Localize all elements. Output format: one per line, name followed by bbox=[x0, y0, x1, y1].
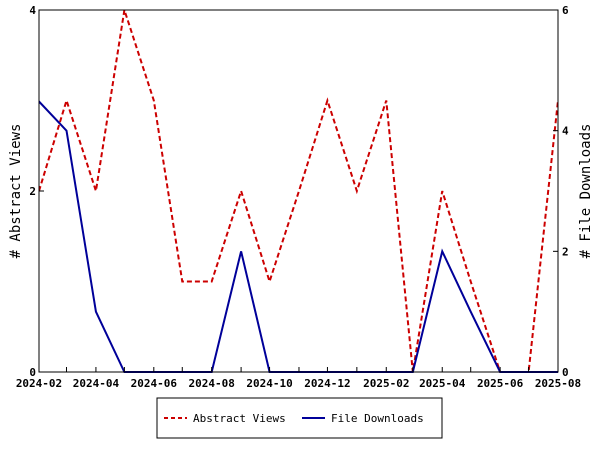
axes: 2024-02 2024-04 2024-06 2024-08 2024-10 2024-… bbox=[16, 4, 581, 390]
y-right-tick-label: 2 bbox=[562, 245, 569, 258]
legend-box bbox=[156, 397, 443, 439]
x-tick-label: 2024-10 bbox=[246, 377, 292, 390]
x-tick-label: 2025-06 bbox=[477, 377, 524, 390]
legend-label-abstract-views: Abstract Views bbox=[193, 412, 286, 425]
y-left-tick-label: 0 bbox=[29, 366, 36, 379]
y-right-tick-label: 6 bbox=[562, 4, 569, 17]
x-tick-label: 2024-12 bbox=[304, 377, 350, 390]
x-tick-label: 2024-06 bbox=[131, 377, 178, 390]
legend: Abstract Views File Downloads bbox=[156, 397, 443, 439]
x-tick-label: 2025-04 bbox=[419, 377, 466, 390]
y-axis-right-title: # File Downloads bbox=[578, 124, 594, 259]
x-tick-label: 2025-08 bbox=[535, 377, 581, 390]
axis-titles: # Abstract Views # File Downloads bbox=[8, 124, 594, 259]
y-left-tick-label: 4 bbox=[29, 4, 36, 17]
x-tick-label: 2025-02 bbox=[363, 377, 409, 390]
y-axis-left-title: # Abstract Views bbox=[8, 124, 24, 259]
y-right-tick-label: 4 bbox=[562, 125, 569, 138]
x-tick-label: 2024-08 bbox=[189, 377, 235, 390]
y-left-tick-label: 2 bbox=[29, 185, 36, 198]
x-tick-label: 2024-04 bbox=[73, 377, 120, 390]
y-right-tick-label: 0 bbox=[562, 366, 569, 379]
legend-label-file-downloads: File Downloads bbox=[331, 412, 424, 425]
x-tick-label: 2024-02 bbox=[16, 377, 62, 390]
